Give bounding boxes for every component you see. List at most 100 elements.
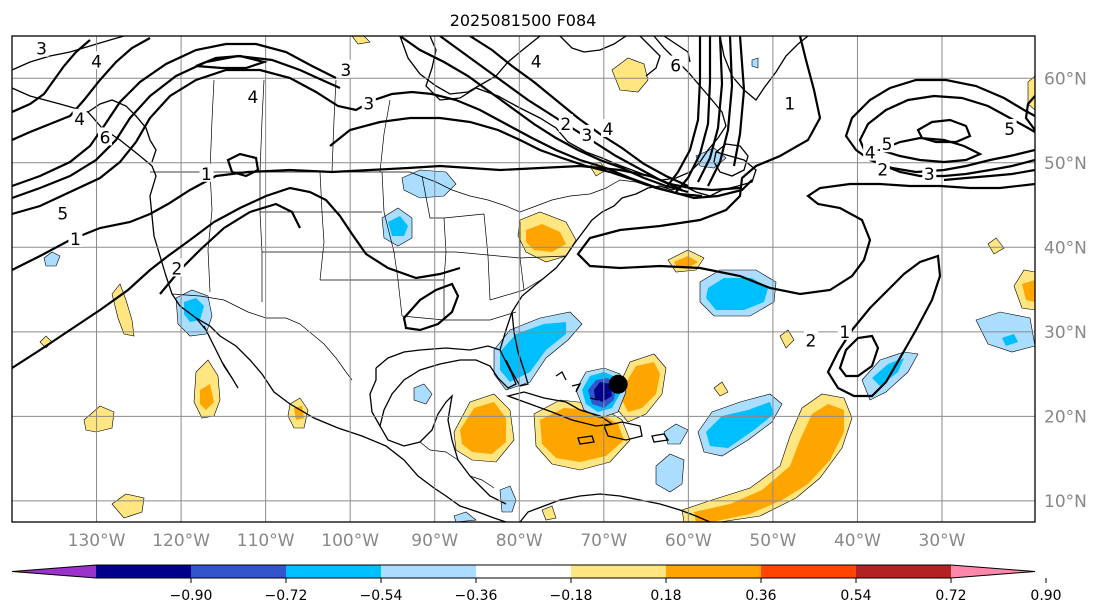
latitude-tick-label: 50°N [1044,154,1087,174]
pos-anom-blob [622,362,660,412]
colorbar-tick-label: 0.72 [935,588,966,604]
contour-value-label: 4 [74,110,85,130]
colorbar-segment [286,565,382,578]
contour-value-label: 1 [70,230,81,250]
latitude-tick-label: 10°N [1044,492,1087,512]
contour-line [1024,95,1035,131]
longitude-tick-label: 120°W [152,531,210,551]
border-states [207,171,567,321]
colorbar-tick-label: −0.72 [265,588,308,604]
contour-label-background [803,330,818,349]
colorbar-extend-low [12,565,96,578]
colorbar-tick-label: −0.90 [170,588,213,604]
contour-label-background [72,108,87,127]
longitude-tick-label: 50°W [749,531,796,551]
pos-anom-blob [987,237,1005,255]
contour-label-background [875,159,890,178]
coastline-south-america [519,493,711,522]
contour-line [732,36,746,167]
contour-value-label: 6 [670,57,681,77]
contour-line [858,94,1035,178]
neg-anom-blob [594,382,612,402]
contour-value-label: 5 [882,135,893,155]
colorbar-tick-label: −0.36 [455,588,498,604]
contour-line [665,36,702,189]
pos-anom-blob [351,36,371,45]
height-contours [12,36,1035,398]
contour-value-label: 4 [91,52,102,72]
contour-value-label: 3 [363,95,374,115]
contour-label-background [579,124,594,143]
coastline-puerto-rico [651,433,670,443]
neg-anom-blob [388,216,408,236]
latitude-tick-labels: 60°N 50°N 40°N 30°N 20°N 10°N [1044,69,1087,512]
contour-label-background [1002,118,1017,137]
longitude-tick-label: 90°W [411,531,458,551]
colorbar-outline [11,564,1036,579]
latitude-tick-label: 20°N [1044,407,1087,427]
coastlines [12,36,809,522]
longitude-tick-label: 30°W [919,531,966,551]
coastline-north-america-west [12,87,507,522]
contour-label-background [863,142,878,161]
neg-anom-blob [1002,334,1018,346]
contour-label-background [601,118,616,137]
neg-anom-blob [663,423,689,445]
coastline-canada-east [425,36,727,181]
contour-line [675,36,712,193]
contour-line [12,39,91,114]
gridlines [12,36,1035,522]
pos-anom-blob [111,493,145,519]
neg-anom-blob [453,511,477,522]
neg-anom-blob [655,453,685,493]
contour-value-label: 3 [581,126,592,146]
map-frame [11,35,1036,523]
colorbar-tick-label: 0.54 [840,588,871,604]
contour-value-label: 2 [560,115,571,135]
pos-anom-blob [200,384,214,410]
contour-line [226,152,260,178]
coastline-arctic-islands [559,36,691,77]
colorbar-segment [666,565,762,578]
contour-value-label: 4 [603,120,614,140]
contour-value-label: 4 [865,144,876,164]
contour-label-background [782,93,797,112]
longitude-tick-label: 80°W [496,531,543,551]
longitude-tick-label: 70°W [580,531,627,551]
pos-anom-blob [713,381,729,397]
contour-line [838,334,880,378]
pos-anom-blob [1022,280,1035,302]
contour-line [469,36,689,188]
contour-line [876,136,983,164]
colorbar-extend-high [951,565,1035,578]
pos-anom-blob [83,405,115,433]
neg-anom-blob [413,383,433,405]
latitude-tick-label: 40°N [1044,238,1087,258]
longitude-tick-label: 40°W [834,531,881,551]
neg-anom-blob [706,278,768,310]
contour-line [329,116,703,198]
longitude-tick-label: 60°W [665,531,712,551]
colorbar-tick-label: −0.54 [360,588,403,604]
pos-anom-blob [694,404,844,522]
contour-label-background [55,203,70,222]
contour-label-background [880,134,895,153]
contour-line [12,54,341,200]
contour-label-background [98,127,112,146]
contour-label-background [68,228,83,247]
colorbar-segment [381,565,477,578]
contour-label-background [529,51,544,70]
contour-value-label: 6 [100,128,111,148]
colorbar-tick-label: 0.36 [745,588,776,604]
neg-anom-blob [184,298,204,322]
contour-value-label: 1 [784,95,795,115]
pos-anom-blob [541,505,557,521]
contour-line [12,37,151,142]
longitude-tick-label: 110°W [237,531,295,551]
longitude-tick-label: 130°W [68,531,126,551]
colorbar-segment [191,565,287,578]
neg-anom-blob [500,322,566,382]
